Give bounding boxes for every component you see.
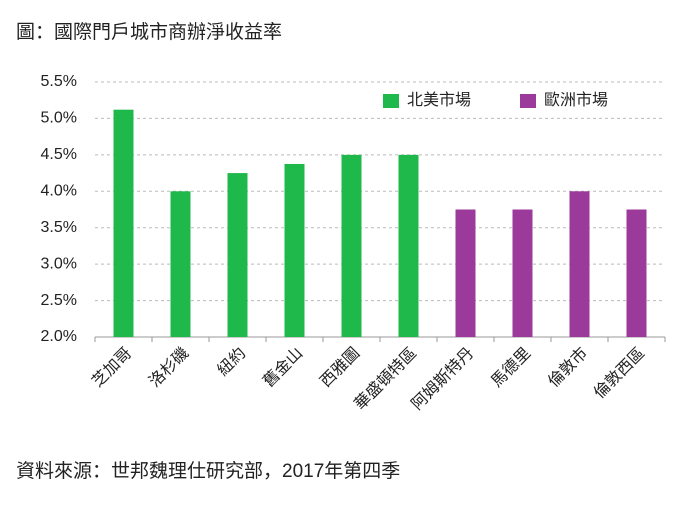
y-tick-label: 4.5% — [41, 146, 77, 163]
bar — [170, 191, 191, 337]
y-tick-label: 2.5% — [41, 292, 77, 309]
legend-swatch — [383, 94, 399, 108]
y-tick-label: 3.5% — [41, 219, 77, 236]
x-tick-label: 西雅圖 — [317, 344, 364, 391]
bar — [341, 154, 362, 337]
bar — [284, 163, 305, 337]
source-note: 資料來源：世邦魏理仕研究部，2017年第四季 — [16, 460, 400, 482]
bar — [398, 154, 419, 337]
y-tick-label: 5.0% — [41, 110, 77, 127]
bar — [569, 191, 590, 337]
bar — [113, 109, 134, 337]
x-tick-label: 馬德里 — [488, 344, 535, 391]
legend-label: 北美市場 — [407, 91, 471, 109]
y-tick-label: 5.5% — [41, 73, 77, 90]
x-tick-label: 芝加哥 — [89, 344, 136, 391]
x-tick-label: 倫敦西區 — [590, 344, 648, 402]
x-tick-label: 洛杉磯 — [146, 344, 193, 391]
bar — [227, 173, 248, 337]
x-tick-label: 倫敦市 — [545, 344, 592, 391]
bar — [512, 209, 533, 337]
legend-swatch — [520, 94, 536, 108]
bar — [626, 209, 647, 337]
x-tick-label: 阿姆斯特丹 — [408, 344, 477, 413]
y-tick-label: 3.0% — [41, 255, 77, 272]
y-tick-label: 4.0% — [41, 183, 77, 200]
bar — [455, 209, 476, 337]
legend-label: 歐洲市場 — [544, 91, 608, 109]
x-tick-label: 紐約 — [214, 344, 249, 379]
x-tick-label: 舊金山 — [260, 344, 307, 391]
y-tick-label: 2.0% — [41, 328, 77, 345]
chart-title: 圖：國際門戶城市商辦淨收益率 — [16, 21, 282, 43]
